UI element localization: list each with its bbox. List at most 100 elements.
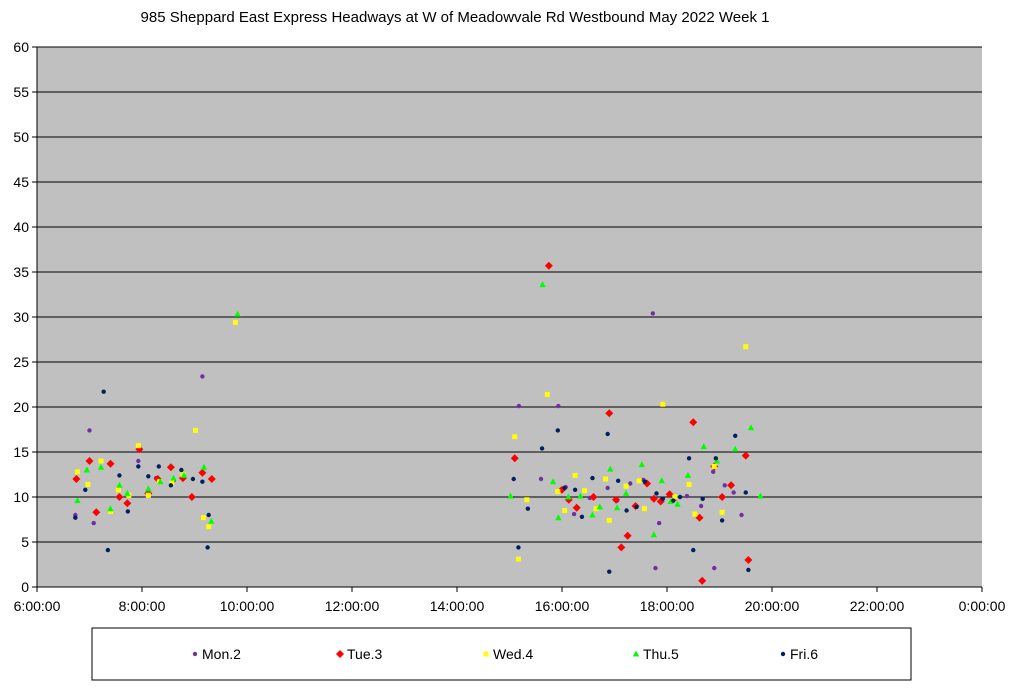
data-point [660, 496, 665, 501]
x-tick-label: 18:00:00 [640, 598, 695, 614]
data-point [205, 545, 210, 550]
data-point [187, 493, 196, 501]
data-point [642, 479, 648, 484]
legend-marker [780, 651, 786, 657]
data-point [672, 494, 678, 500]
data-point [700, 496, 705, 501]
data-point [511, 476, 516, 482]
data-point [115, 487, 121, 493]
x-tick-label: 20:00:00 [745, 598, 800, 614]
data-point [607, 569, 612, 574]
data-point [712, 565, 717, 571]
data-point [74, 497, 81, 504]
data-point [101, 389, 106, 394]
data-point [85, 457, 94, 465]
data-point [146, 474, 151, 479]
data-point [108, 508, 113, 514]
data-point [115, 493, 124, 501]
legend-label: Mon.2 [202, 646, 241, 662]
data-point [641, 506, 647, 512]
data-point [200, 374, 205, 379]
y-tick-label: 0 [21, 579, 29, 595]
data-point [638, 461, 645, 468]
data-point [623, 531, 632, 540]
data-point [607, 465, 614, 472]
y-tick-label: 25 [13, 354, 29, 370]
x-axis-ticks: 6:00:00 8:00:00 10:00:00 12:00:00 14:00:00 16… [14, 587, 1006, 614]
data-point [660, 401, 666, 407]
data-point [719, 509, 725, 515]
data-point [577, 492, 584, 499]
data-point [170, 474, 177, 481]
data-point [190, 476, 196, 482]
data-point [232, 319, 238, 325]
data-point [73, 515, 78, 520]
data-point [512, 434, 518, 440]
data-point [525, 506, 531, 511]
data-point [169, 480, 175, 486]
data-point [539, 281, 546, 288]
x-tick-label: 14:00:00 [430, 598, 485, 614]
data-point [72, 475, 81, 483]
data-point [654, 491, 659, 496]
legend-marker [483, 651, 489, 657]
data-point [700, 443, 707, 450]
y-tick-label: 20 [13, 399, 29, 415]
y-tick-label: 15 [13, 444, 29, 460]
data-point [544, 391, 550, 397]
data-point [612, 495, 621, 504]
data-point [732, 445, 739, 452]
data-point [107, 505, 114, 512]
data-point [698, 503, 704, 509]
data-point [123, 499, 132, 508]
data-point [684, 471, 692, 478]
data-point [198, 468, 207, 477]
data-points [72, 261, 764, 585]
data-point [116, 481, 123, 488]
legend-marker [632, 650, 640, 657]
data-point [85, 481, 91, 487]
data-point [665, 490, 674, 499]
data-point [689, 418, 698, 427]
data-point [145, 492, 151, 498]
legend-marker [336, 650, 344, 658]
data-point [658, 477, 665, 484]
data-point [74, 469, 80, 475]
data-point [562, 508, 568, 513]
data-point [634, 504, 639, 510]
data-point [684, 493, 690, 499]
data-point [91, 520, 96, 526]
y-tick-label: 30 [13, 309, 29, 325]
data-point [136, 458, 141, 464]
data-point [180, 471, 188, 478]
data-point [628, 481, 633, 486]
y-tick-label: 45 [13, 174, 29, 190]
data-point [711, 463, 717, 469]
y-tick-label: 5 [21, 534, 29, 550]
data-point [83, 466, 91, 473]
x-tick-label: 16:00:00 [535, 598, 590, 614]
data-point [572, 487, 578, 492]
data-point [757, 492, 764, 499]
data-point [549, 478, 557, 485]
data-point [124, 489, 131, 496]
data-point [733, 433, 738, 438]
data-point [691, 547, 696, 553]
x-tick-label: 6:00:00 [14, 598, 61, 614]
data-point [622, 489, 630, 496]
y-tick-label: 10 [13, 489, 29, 505]
data-point [206, 524, 212, 530]
data-point [166, 463, 175, 472]
data-point [516, 403, 522, 409]
data-point [105, 547, 111, 553]
legend-label: Fri.6 [790, 646, 818, 662]
data-point [746, 567, 751, 573]
data-point [686, 456, 692, 461]
data-point [555, 428, 560, 433]
data-point [206, 512, 211, 518]
data-point [83, 487, 88, 492]
grid-lines [37, 46, 982, 543]
data-point [193, 427, 199, 433]
data-point [698, 576, 707, 585]
